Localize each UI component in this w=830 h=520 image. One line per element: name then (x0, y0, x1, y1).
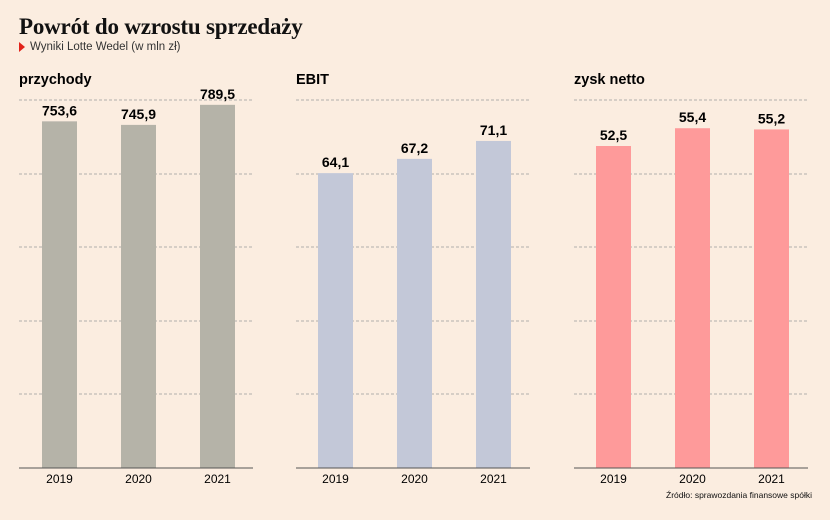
subtitle-row: Wyniki Lotte Wedel (w mln zł) (19, 41, 181, 53)
bar-ebit-2020 (397, 158, 432, 468)
bar-zysk-netto-2020 (675, 128, 710, 469)
tick-label-ebit-2020: 2020 (401, 472, 428, 486)
value-label-ebit-2019: 64,1 (322, 154, 349, 170)
bar-przychody-2019 (42, 121, 77, 469)
source-note: Źródło: sprawozdania finansowe spółki (666, 490, 812, 500)
panel-title-zysk-netto: zysk netto (574, 72, 645, 88)
red-triangle-icon (19, 42, 25, 52)
tick-label-ebit-2019: 2019 (322, 472, 349, 486)
value-label-zysk-netto-2019: 52,5 (600, 127, 627, 143)
bar-przychody-2020 (121, 124, 156, 469)
tick-label-przychody-2019: 2019 (46, 472, 73, 486)
bar-zysk-netto-2019 (596, 146, 631, 468)
tick-label-przychody-2020: 2020 (125, 472, 152, 486)
tick-label-ebit-2021: 2021 (480, 472, 507, 486)
value-label-przychody-2021: 789,5 (200, 86, 235, 102)
chart-title: Powrót do wzrostu sprzedaży (19, 14, 303, 39)
value-label-zysk-netto-2021: 55,2 (758, 110, 785, 126)
value-label-ebit-2020: 67,2 (401, 140, 428, 156)
value-label-przychody-2019: 753,6 (42, 102, 77, 118)
panel-title-ebit: EBIT (296, 72, 329, 88)
tick-label-zysk-netto-2021: 2021 (758, 472, 785, 486)
chart-subtitle: Wyniki Lotte Wedel (w mln zł) (30, 41, 181, 53)
bar-zysk-netto-2021 (754, 129, 789, 468)
value-label-ebit-2021: 71,1 (480, 122, 507, 138)
value-label-zysk-netto-2020: 55,4 (679, 109, 706, 125)
bar-ebit-2021 (476, 140, 511, 468)
tick-label-zysk-netto-2020: 2020 (679, 472, 706, 486)
tick-label-zysk-netto-2019: 2019 (600, 472, 627, 486)
tick-label-przychody-2021: 2021 (204, 472, 231, 486)
value-label-przychody-2020: 745,9 (121, 106, 156, 122)
bar-ebit-2019 (318, 173, 353, 468)
panel-title-przychody: przychody (19, 72, 92, 88)
bar-przychody-2021 (200, 104, 235, 468)
